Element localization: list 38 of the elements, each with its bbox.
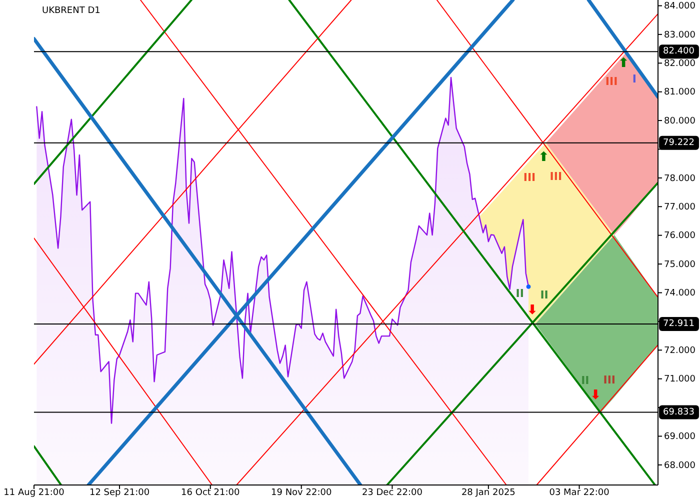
y-tick-label: 68.000: [664, 460, 696, 471]
y-tick-label: 83.000: [664, 30, 696, 40]
y-tick-label: 74.000: [664, 288, 696, 299]
y-tick-label: 82.000: [664, 59, 696, 70]
y-tick-label: 71.000: [664, 374, 696, 385]
y-tick-label: 76.000: [664, 231, 696, 242]
x-tick-label: 11 Aug 21:00: [4, 488, 65, 498]
x-tick-label: 03 Mar 22:00: [549, 488, 610, 498]
annotation: III: [603, 373, 616, 386]
y-tick-label: 78.000: [664, 174, 696, 184]
ref-line-label: 72.911: [663, 318, 694, 329]
y-tick-label: 84.000: [664, 2, 696, 12]
annotation: I: [632, 72, 637, 86]
annotation: ⬆: [618, 56, 630, 71]
annotation: ⬇: [526, 303, 538, 318]
y-tick-label: 81.000: [664, 88, 696, 98]
y-tick-label: 69.000: [664, 432, 696, 442]
ref-line-label: 79.222: [663, 138, 694, 148]
x-tick-label: 19 Nov 22:00: [271, 488, 332, 498]
y-tick-label: 77.000: [664, 202, 696, 213]
text: UKBRENT D1: [42, 6, 100, 16]
y-tick-label: 80.000: [664, 116, 696, 126]
annotation: ⬇: [590, 388, 602, 404]
annotation: II: [516, 286, 524, 300]
x-tick-label: 28 Jan 2025: [461, 488, 516, 498]
x-tick-label: 16 Oct 21:00: [181, 488, 240, 498]
annotation: III: [550, 170, 562, 184]
annotation: II: [540, 288, 548, 302]
annotation: II: [581, 374, 590, 388]
annotation: III: [523, 171, 536, 184]
ref-line-label: 82.400: [663, 46, 695, 57]
x-tick-label: 23 Dec 22:00: [362, 488, 423, 498]
annotation: III: [605, 75, 618, 88]
ref-line-label: 69.833: [663, 407, 694, 418]
y-tick-label: 72.000: [664, 346, 696, 356]
y-tick-label: 75.000: [664, 260, 696, 270]
annotation: ⬆: [538, 150, 550, 165]
x-tick-label: 12 Sep 21:00: [89, 488, 150, 498]
